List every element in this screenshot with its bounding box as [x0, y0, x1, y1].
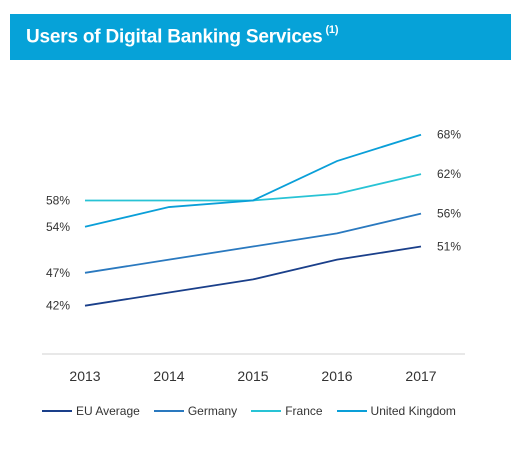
chart-title-text: Users of Digital Banking Services — [26, 26, 323, 48]
x-tick-label: 2016 — [321, 368, 352, 384]
legend-item: France — [251, 404, 323, 418]
x-tick-label: 2015 — [237, 368, 268, 384]
x-tick-label: 2014 — [153, 368, 184, 384]
legend-item: EU Average — [42, 404, 140, 418]
series-line-eu-average — [84, 245, 422, 307]
start-data-label: 47% — [46, 266, 70, 280]
legend-label: EU Average — [76, 404, 140, 418]
x-tick-label: 2013 — [69, 368, 100, 384]
legend-label: United Kingdom — [370, 404, 456, 418]
chart-title: Users of Digital Banking Services (1) — [26, 23, 339, 48]
end-data-label: 51% — [437, 240, 461, 254]
series-line-france — [85, 173, 422, 202]
series-line-germany — [84, 212, 422, 274]
legend-label: Germany — [187, 404, 238, 418]
end-data-label: 62% — [437, 167, 461, 181]
legend-swatch — [42, 410, 72, 412]
series-line-united-kingdom — [84, 133, 422, 228]
chart-header: Users of Digital Banking Services (1) — [10, 14, 511, 60]
end-data-label: 56% — [437, 207, 461, 221]
start-data-label: 58% — [46, 193, 70, 207]
start-data-label: 54% — [46, 220, 70, 234]
title-footnote: (1) — [325, 23, 339, 36]
start-data-label: 42% — [46, 299, 70, 313]
legend-swatch — [153, 410, 184, 412]
legend-item: United Kingdom — [336, 404, 456, 418]
legend-label: France — [285, 404, 323, 418]
x-tick-label: 2017 — [405, 368, 436, 384]
chart-legend: EU Average Germany France United Kingdom — [42, 404, 470, 418]
line-chart: 2013 2014 2015 2016 2017 58% 54% 47% 42% 68% 62% 56… — [42, 128, 465, 384]
end-data-label: 68% — [437, 128, 461, 142]
legend-swatch — [336, 410, 367, 412]
legend-item: Germany — [153, 404, 238, 418]
legend-swatch — [251, 410, 282, 412]
